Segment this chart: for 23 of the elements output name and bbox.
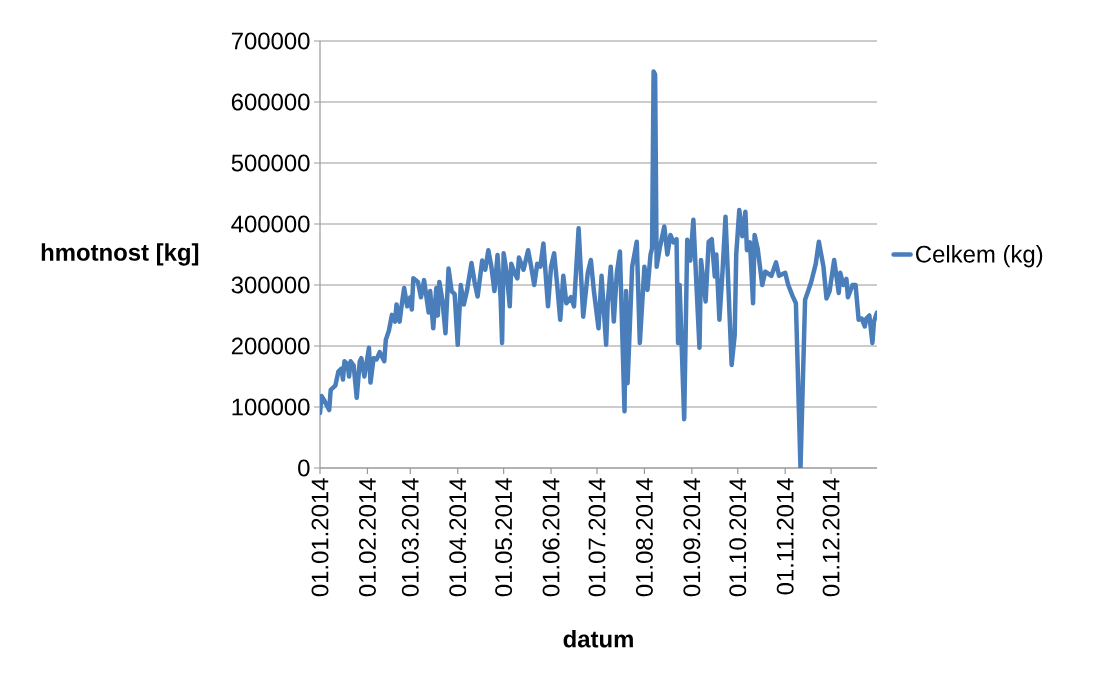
x-tick-label: 01.08.2014 [635,478,653,597]
x-tick-label: 01.05.2014 [495,478,513,597]
y-tick-label: 700000 [231,32,310,50]
x-tick-label: 01.10.2014 [729,478,747,597]
y-tick-label: 100000 [232,398,310,416]
y-tick-label: 200000 [231,337,310,355]
x-tick-label: 01.04.2014 [449,478,467,597]
x-tick-label: 01.06.2014 [542,478,560,597]
legend-label: Celkem (kg) [916,245,1043,268]
x-tick-label: 01.03.2014 [401,478,419,597]
y-tick-label: 400000 [231,215,310,233]
x-tick-label: 01.07.2014 [588,478,606,597]
y-tick-label: 500000 [231,154,310,172]
x-tick-label: 01.01.2014 [311,478,329,597]
y-axis-title: hmotnost [kg] [41,243,199,266]
x-tick-label: 01.09.2014 [683,478,701,597]
y-tick-label: 600000 [231,93,310,111]
y-tick-label: 0 [298,459,310,477]
x-tick-label: 01.02.2014 [358,478,376,597]
y-tick-label: 300000 [231,276,310,294]
x-tick-label: 01.12.2014 [822,478,840,597]
x-tick-label: 01.11.2014 [776,478,794,595]
x-axis-title: datum [563,630,633,648]
